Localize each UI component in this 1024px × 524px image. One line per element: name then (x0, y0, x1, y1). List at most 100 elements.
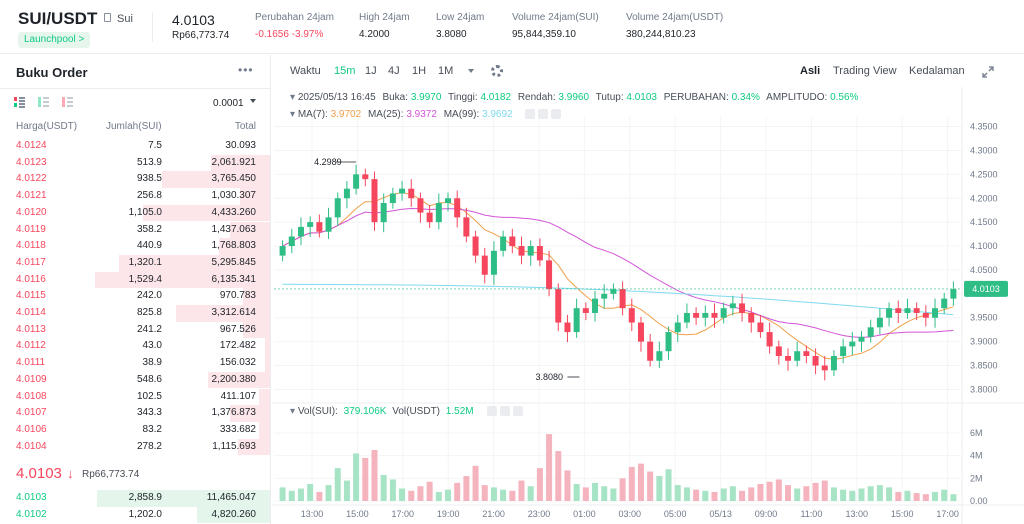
ask-row[interactable]: 4.0108 102.5 411.107 (0, 388, 270, 406)
ask-price: 4.0109 (16, 373, 47, 385)
interval-4j[interactable]: 4J (388, 65, 400, 77)
view-both-icon[interactable] (14, 97, 25, 108)
view-depth[interactable]: Kedalaman (909, 65, 965, 77)
time-tick-label: 11:00 (800, 509, 822, 519)
legend-tool-icon (513, 406, 523, 416)
view-asks-icon[interactable] (62, 97, 73, 107)
interval-1j[interactable]: 1J (365, 65, 377, 77)
ask-amount: 1,320.1 (128, 256, 162, 268)
ask-amount: 440.9 (136, 240, 162, 252)
ask-row[interactable]: 4.0123 513.9 2,061.921 (0, 154, 270, 172)
ask-row[interactable]: 4.0118 440.9 1,768.803 (0, 238, 270, 255)
ask-row[interactable]: 4.0106 83.2 333.682 (0, 421, 270, 439)
ask-row[interactable]: 4.0120 1,105.0 4,433.260 (0, 204, 270, 222)
stat-change-24h: Perubahan 24jam -0.1656 -3.97% (255, 12, 334, 40)
ask-row[interactable]: 4.0121 256.8 1,030.307 (0, 188, 270, 205)
ask-row[interactable]: 4.0116 1,529.4 6,135.341 (0, 271, 270, 289)
ask-total: 2,200.380 (211, 373, 257, 385)
volume-sui-label: Vol(SUI): (298, 406, 338, 417)
volume-bar (472, 465, 479, 501)
ask-row[interactable]: 4.0119 358.2 1,437.063 (0, 221, 270, 239)
ask-row[interactable]: 4.0109 548.6 2,200.380 (0, 371, 270, 389)
volume-bar (794, 488, 801, 501)
interval-1h[interactable]: 1H (412, 65, 427, 77)
volume-bar (500, 489, 507, 501)
ask-price: 4.0124 (16, 140, 47, 151)
depth-bar (197, 506, 270, 524)
depth-bar (162, 171, 270, 189)
candle-body (913, 308, 920, 313)
price-tick-label: 4.3000 (970, 145, 998, 155)
stat-volume-usdt: Volume 24jam(USDT) 380,244,810.23 (626, 12, 723, 40)
more-dots-icon[interactable]: ••• (238, 63, 254, 77)
stat-value: 380,244,810.23 (626, 29, 696, 40)
volume-bar (656, 476, 663, 501)
ma99-value: 3.9692 (482, 109, 513, 120)
pair-title[interactable]: SUI/USDT (18, 9, 98, 28)
ask-row[interactable]: 4.0111 38.9 156.032 (0, 355, 270, 372)
ask-total: 172.482 (219, 340, 256, 352)
candle-body (637, 322, 644, 342)
candle-body (821, 365, 828, 371)
volume-bar (886, 487, 893, 501)
candle-body (739, 303, 746, 313)
interval-1m[interactable]: 1M (438, 65, 454, 77)
volume-bar (555, 451, 562, 501)
coin-name[interactable]: Sui (117, 13, 133, 25)
candle-body (619, 289, 626, 309)
candle-body (794, 351, 801, 361)
depth-bar (240, 188, 270, 205)
view-original[interactable]: Asli (800, 65, 821, 77)
interval-15m[interactable]: 15m (334, 65, 356, 77)
precision-select[interactable]: 0.0001 (213, 98, 244, 109)
view-bids-icon[interactable] (38, 97, 49, 107)
ask-price: 4.0108 (16, 390, 47, 402)
bid-row[interactable]: 4.0103 2,858.9 11,465.047 (0, 490, 270, 507)
candle-body (665, 332, 672, 352)
ask-row[interactable]: 4.0124 7.5 30.093 (0, 138, 270, 155)
ask-total: 1,376.873 (211, 407, 257, 419)
volume-bar (288, 490, 295, 501)
ask-row[interactable]: 4.0113 241.2 967.526 (0, 321, 270, 339)
candlestick-chart[interactable]: 4.3500 4.3000 4.2500 4.2000 4.1500 4.1000 4.05… (272, 87, 1024, 524)
expand-icon[interactable] (982, 66, 994, 78)
ask-row[interactable]: 4.0117 1,320.1 5,295.845 (0, 254, 270, 272)
volume-bar (582, 487, 589, 501)
volume-bar (830, 487, 837, 501)
volume-bar (601, 486, 608, 501)
ask-price: 4.0120 (16, 206, 47, 218)
ask-price: 4.0104 (16, 440, 47, 452)
ask-price: 4.0117 (16, 256, 46, 268)
view-trading-view[interactable]: Trading View (833, 65, 897, 77)
volume-bar (812, 482, 819, 501)
depth-bar (259, 421, 270, 439)
ask-total: 411.107 (220, 390, 256, 402)
ask-row[interactable]: 4.0115 242.0 970.783 (0, 288, 270, 305)
volume-bar (362, 457, 369, 501)
ask-amount: 83.2 (142, 423, 162, 435)
volume-bar (766, 481, 773, 501)
candle-body (601, 293, 608, 299)
stat-value: 95,844,359.10 (512, 29, 576, 40)
ask-row[interactable]: 4.0112 43.0 172.482 (0, 338, 270, 356)
candle-body (454, 198, 461, 218)
gear-icon[interactable] (491, 65, 503, 77)
document-icon[interactable] (104, 13, 111, 22)
chevron-down-icon[interactable] (250, 99, 256, 103)
volume-bar (674, 485, 681, 501)
launchpool-tag[interactable]: Launchpool > (18, 32, 91, 48)
ask-row[interactable]: 4.0114 825.8 3,312.614 (0, 305, 270, 322)
bid-row[interactable]: 4.0102 1,202.0 4,820.260 (0, 506, 270, 524)
ask-row[interactable]: 4.0104 278.2 1,115.693 (0, 438, 270, 456)
ask-total: 4,433.260 (211, 206, 257, 218)
volume-bar (720, 488, 727, 501)
stat-high-24h: High 24jam 4.2000 (359, 12, 410, 40)
ohlc-date: 2025/05/13 16:45 (298, 92, 376, 103)
volume-bar (867, 486, 874, 501)
stat-label: Perubahan 24jam (255, 12, 334, 23)
volume-bar (849, 490, 856, 501)
candle-body (720, 308, 727, 318)
ask-row[interactable]: 4.0122 938.5 3,765.450 (0, 171, 270, 189)
ask-row[interactable]: 4.0107 343.3 1,376.873 (0, 405, 270, 422)
chevron-down-icon[interactable] (468, 69, 474, 73)
